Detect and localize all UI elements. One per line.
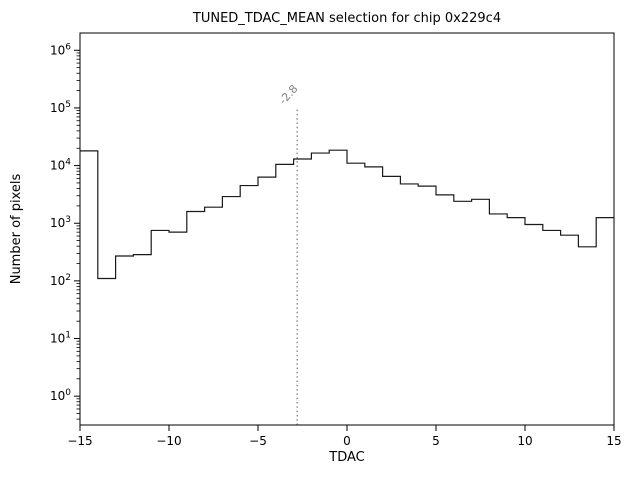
- y-tick-label: 100: [50, 388, 71, 403]
- chart-title: TUNED_TDAC_MEAN selection for chip 0x229…: [192, 11, 501, 26]
- axes-frame: [79, 32, 615, 426]
- x-tick-label: 15: [606, 434, 621, 448]
- x-tick-label: −10: [156, 434, 181, 448]
- histogram-step-line: [80, 149, 614, 280]
- y-tick-label: 102: [50, 273, 71, 288]
- x-axis-label: TDAC: [328, 450, 364, 465]
- x-tick-label: 5: [432, 434, 440, 448]
- y-axis-label: Number of pixels: [9, 173, 24, 284]
- y-tick-label: 103: [50, 215, 71, 230]
- x-tick-label: 0: [343, 434, 351, 448]
- y-major-ticks: 100 101 102 103 104 105 106: [50, 42, 80, 403]
- y-tick-label: 106: [50, 42, 71, 57]
- y-tick-label: 104: [50, 158, 71, 173]
- x-tick-label: −5: [249, 434, 267, 448]
- x-tick-label: 10: [517, 434, 532, 448]
- threshold-value-label: -2.8: [277, 82, 301, 107]
- y-tick-label: 101: [50, 331, 71, 346]
- x-tick-label: −15: [67, 434, 92, 448]
- y-minor-ticks: [76, 52, 80, 420]
- x-major-ticks: −15 −10 −5 0 5 10 15: [67, 425, 622, 448]
- y-tick-label: 105: [50, 100, 71, 115]
- chart-generated-content: 100 101 102 103 104 105 106 −15 −10 −5 0 5 10 15: [50, 32, 622, 448]
